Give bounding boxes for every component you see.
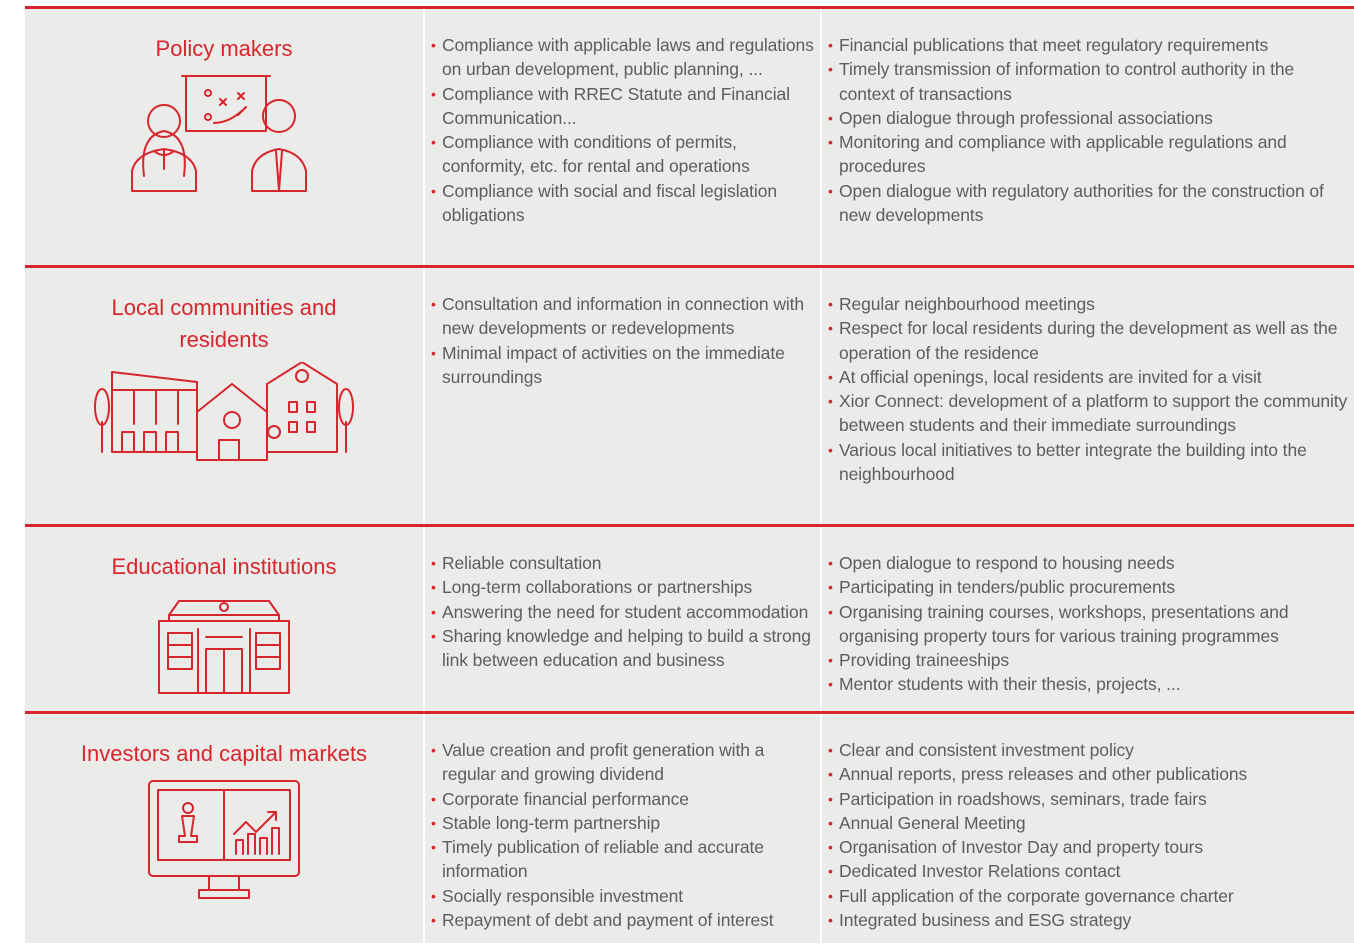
list-item: Annual General Meeting [828, 811, 1348, 836]
list-item: Dedicated Investor Relations contact [828, 859, 1348, 884]
list-item: Timely publication of reliable and accur… [431, 835, 814, 884]
engagement-list: Financial publications that meet regulat… [822, 33, 1354, 227]
list-item: Value creation and profit generation wit… [431, 738, 814, 787]
stakeholder-name: Local communities and residents [111, 295, 337, 352]
expectations-cell: Compliance with applicable laws and regu… [423, 9, 820, 265]
list-item: Annual reports, press releases and other… [828, 762, 1348, 787]
list-item: Various local initiatives to better inte… [828, 438, 1348, 487]
stakeholder-icon [25, 589, 423, 697]
list-item: At official openings, local residents ar… [828, 365, 1348, 390]
engagement-cell: Regular neighbourhood meetingsRespect fo… [820, 268, 1354, 524]
table-row: Policy makers Compliance with applicable … [25, 6, 1354, 265]
list-item: Reliable consultation [431, 551, 814, 576]
list-item: Compliance with conditions of permits, c… [431, 130, 814, 179]
list-item: Minimal impact of activities on the imme… [431, 341, 814, 390]
icon [131, 75, 307, 192]
table-row: Investors and capital markets Value creat… [25, 711, 1354, 943]
list-item: Consultation and information in connecti… [431, 292, 814, 341]
list-item: Compliance with RREC Statute and Financi… [431, 82, 814, 131]
list-item: Integrated business and ESG strategy [828, 908, 1348, 933]
list-item: Organising training courses, workshops, … [828, 600, 1348, 649]
list-item: Regular neighbourhood meetings [828, 292, 1348, 317]
icon [158, 600, 290, 694]
list-item: Providing traineeships [828, 648, 1348, 673]
list-item: Respect for local residents during the d… [828, 316, 1348, 365]
list-item: Participating in tenders/public procurem… [828, 575, 1348, 600]
list-item: Stable long-term partnership [431, 811, 814, 836]
list-item: Full application of the corporate govern… [828, 884, 1348, 909]
engagement-cell: Clear and consistent investment policyAn… [820, 714, 1354, 943]
list-item: Mentor students with their thesis, proje… [828, 672, 1348, 697]
stakeholder-cell: Policy makers [25, 9, 423, 265]
table-row: Educational institutions Reliable consult… [25, 524, 1354, 711]
expectations-list: Compliance with applicable laws and regu… [425, 33, 820, 227]
expectations-cell: Value creation and profit generation wit… [423, 714, 820, 943]
list-item: Xior Connect: development of a platform … [828, 389, 1348, 438]
list-item: Answering the need for student accommoda… [431, 600, 814, 625]
stakeholder-cell: Investors and capital markets [25, 714, 423, 943]
stakeholder-table: Policy makers Compliance with applicable … [25, 6, 1354, 943]
stakeholder-icon [25, 71, 423, 196]
engagement-list: Open dialogue to respond to housing need… [822, 551, 1354, 697]
list-item: Financial publications that meet regulat… [828, 33, 1348, 58]
engagement-cell: Financial publications that meet regulat… [820, 9, 1354, 265]
list-item: Open dialogue through professional assoc… [828, 106, 1348, 131]
list-item: Monitoring and compliance with applicabl… [828, 130, 1348, 179]
expectations-list: Consultation and information in connecti… [425, 292, 820, 389]
engagement-list: Clear and consistent investment policyAn… [822, 738, 1354, 933]
engagement-list: Regular neighbourhood meetingsRespect fo… [822, 292, 1354, 486]
icon [94, 362, 354, 461]
expectations-cell: Consultation and information in connecti… [423, 268, 820, 524]
stakeholder-icon [25, 776, 423, 906]
stakeholder-cell: Educational institutions [25, 527, 423, 711]
stakeholder-icon [25, 362, 423, 462]
expectations-cell: Reliable consultationLong-term collabora… [423, 527, 820, 711]
icon [148, 780, 300, 899]
list-item: Participation in roadshows, seminars, tr… [828, 787, 1348, 812]
list-item: Open dialogue to respond to housing need… [828, 551, 1348, 576]
stakeholder-name: Investors and capital markets [80, 741, 368, 766]
engagement-cell: Open dialogue to respond to housing need… [820, 527, 1354, 711]
list-item: Clear and consistent investment policy [828, 738, 1348, 763]
list-item: Socially responsible investment [431, 884, 814, 909]
list-item: Compliance with applicable laws and regu… [431, 33, 814, 82]
list-item: Corporate financial performance [431, 787, 814, 812]
list-item: Timely transmission of information to co… [828, 57, 1348, 106]
list-item: Repayment of debt and payment of interes… [431, 908, 814, 933]
expectations-list: Value creation and profit generation wit… [425, 738, 820, 933]
list-item: Compliance with social and fiscal legisl… [431, 179, 814, 228]
expectations-list: Reliable consultationLong-term collabora… [425, 551, 820, 672]
list-item: Open dialogue with regulatory authoritie… [828, 179, 1348, 228]
list-item: Sharing knowledge and helping to build a… [431, 624, 814, 673]
list-item: Organisation of Investor Day and propert… [828, 835, 1348, 860]
stakeholder-name: Policy makers [155, 36, 293, 61]
table-row: Local communities and residents Consultat… [25, 265, 1354, 524]
stakeholder-cell: Local communities and residents [25, 268, 423, 524]
stakeholder-name: Educational institutions [111, 554, 337, 579]
list-item: Long-term collaborations or partnerships [431, 575, 814, 600]
